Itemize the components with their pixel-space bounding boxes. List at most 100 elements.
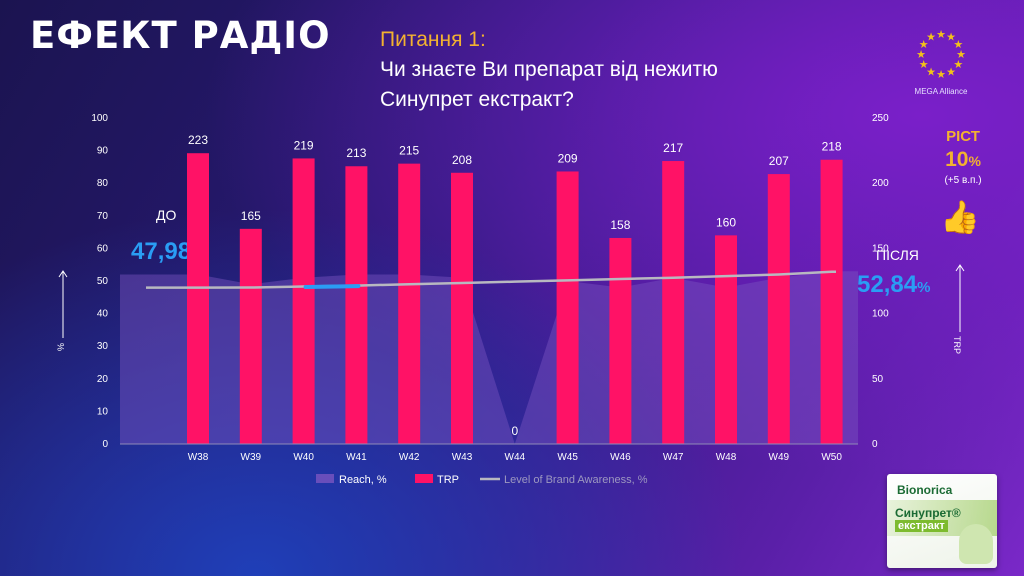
x-tick-label: W43: [452, 452, 473, 463]
legend-trp-swatch: [415, 474, 433, 483]
growth-label: РІСТ: [946, 128, 980, 145]
y-left-tick-label: 80: [97, 178, 109, 189]
legend-trp-label: TRP: [437, 474, 459, 486]
trp-data-label: 160: [716, 215, 736, 229]
y-right-tick-label: 100: [872, 309, 889, 320]
before-value: 47,98%: [131, 238, 205, 265]
awareness-highlight: [303, 284, 361, 290]
growth-block: РІСТ 10% (+5 в.п.): [928, 128, 998, 186]
trp-data-label: 217: [663, 141, 683, 155]
x-tick-label: W41: [346, 452, 367, 463]
trp-bar: [662, 161, 685, 445]
x-tick-label: W47: [663, 452, 684, 463]
y-right-tick-label: 50: [872, 374, 884, 385]
after-value: 52,84%: [857, 271, 931, 298]
eu-stars-icon: ★★★★★★★★★ ★ ★★: [916, 29, 966, 81]
y-left-tick-label: 10: [97, 406, 109, 417]
x-tick-label: W49: [769, 452, 790, 463]
thumbs-up-icon: 👍: [940, 199, 980, 235]
trp-bar: [715, 235, 737, 444]
x-tick-label: W46: [610, 452, 631, 463]
y-left-tick-label: 30: [97, 341, 109, 352]
left-axis-title: %: [56, 342, 67, 352]
awareness-line: [146, 270, 836, 289]
growth-note: (+5 в.п.): [944, 175, 982, 186]
product-brand: Bionorica: [897, 483, 953, 497]
x-tick-label: W40: [293, 452, 314, 463]
logo-star: ★: [953, 39, 963, 51]
brand-title: ЕФЕКТ РАДІО: [30, 14, 331, 57]
reach-area: [120, 271, 858, 444]
right-axis-title: TRP: [952, 336, 962, 354]
x-tick-label: W38: [188, 452, 209, 463]
logo-star: ★: [926, 32, 936, 44]
y-left-tick-label: 60: [97, 243, 109, 254]
y-left-tick-label: 100: [91, 113, 108, 124]
question-heading: Питання 1:: [380, 28, 486, 51]
before-label: ДО: [156, 207, 177, 223]
growth-value: 10%: [945, 148, 981, 171]
logo-star: ★: [936, 69, 946, 80]
trp-bar: [556, 171, 579, 445]
mega-alliance-logo: ★ ★ ★ ★ ★ ★ ★ ★ ★ ★ ★ ★ MEGA Alliance: [905, 28, 977, 96]
trp-bar: [187, 153, 209, 444]
trp-data-label: 223: [188, 133, 208, 147]
trp-bar: [239, 228, 262, 444]
logo-star: ★: [936, 29, 946, 41]
trp-data-label: 208: [452, 153, 472, 167]
y-left-tick-label: 70: [97, 211, 109, 222]
trp-data-label: 207: [769, 154, 789, 168]
question-line-2: Синупрет екстракт?: [380, 88, 574, 111]
logo-star: ★: [919, 59, 929, 71]
y-left-tick-label: 20: [97, 374, 109, 385]
question-line-1: Чи знаєте Ви препарат від нежитю: [380, 58, 718, 81]
trp-data-label: 215: [399, 144, 419, 158]
y-right-tick-label: 250: [872, 113, 889, 124]
logo-star: ★: [919, 39, 929, 51]
trp-data-label: 213: [346, 146, 366, 160]
x-tick-label: W48: [716, 452, 737, 463]
trp-bar: [292, 158, 315, 444]
logo-star: ★: [953, 59, 963, 71]
left-axis-arrow-icon: [58, 270, 68, 338]
x-tick-label: W50: [821, 452, 842, 463]
y-left-tick-label: 90: [97, 146, 109, 157]
face-silhouette-icon: [959, 524, 993, 564]
legend-reach-label: Reach, %: [339, 474, 387, 486]
y-right-tick-label: 200: [872, 178, 889, 189]
trp-data-label: 165: [241, 209, 261, 223]
product-name: Синупрет®: [895, 506, 961, 520]
product-package-image: Bionorica Синупрет® екстракт: [887, 474, 997, 568]
logo-star: ★: [916, 49, 926, 61]
trp-data-label: 158: [610, 218, 630, 232]
trp-bar: [345, 166, 368, 445]
trp-bar: [820, 159, 843, 444]
logo-star: ★: [956, 49, 966, 61]
trp-data-label: 218: [822, 140, 842, 154]
y-left-tick-label: 50: [97, 276, 109, 287]
legend-reach-swatch: [316, 474, 334, 483]
logo-star: ★: [926, 66, 936, 78]
trp-data-label: 219: [294, 138, 314, 152]
trp-bar: [451, 172, 473, 444]
logo-caption: MEGA Alliance: [914, 87, 968, 96]
x-tick-label: W45: [557, 452, 578, 463]
legend-awareness-label: Level of Brand Awareness, %: [504, 474, 648, 486]
trp-data-label: 0: [511, 424, 518, 438]
x-tick-label: W42: [399, 452, 420, 463]
trp-bar: [398, 163, 421, 444]
trp-bar: [609, 237, 632, 444]
right-axis-arrow-icon: [955, 264, 965, 332]
trp-data-label: 209: [558, 151, 578, 165]
y-left-tick-label: 40: [97, 309, 109, 320]
logo-star: ★: [946, 32, 956, 44]
x-tick-label: W44: [505, 452, 526, 463]
question-block: Питання 1: Чи знаєте Ви препарат від неж…: [380, 25, 718, 115]
product-variant: екстракт: [895, 520, 948, 532]
logo-star: ★: [946, 66, 956, 78]
y-right-tick-label: 0: [872, 439, 878, 450]
y-left-tick-label: 0: [102, 439, 108, 450]
after-label: ПІСЛЯ: [876, 247, 919, 263]
trp-bar: [767, 174, 790, 444]
x-tick-label: W39: [241, 452, 262, 463]
